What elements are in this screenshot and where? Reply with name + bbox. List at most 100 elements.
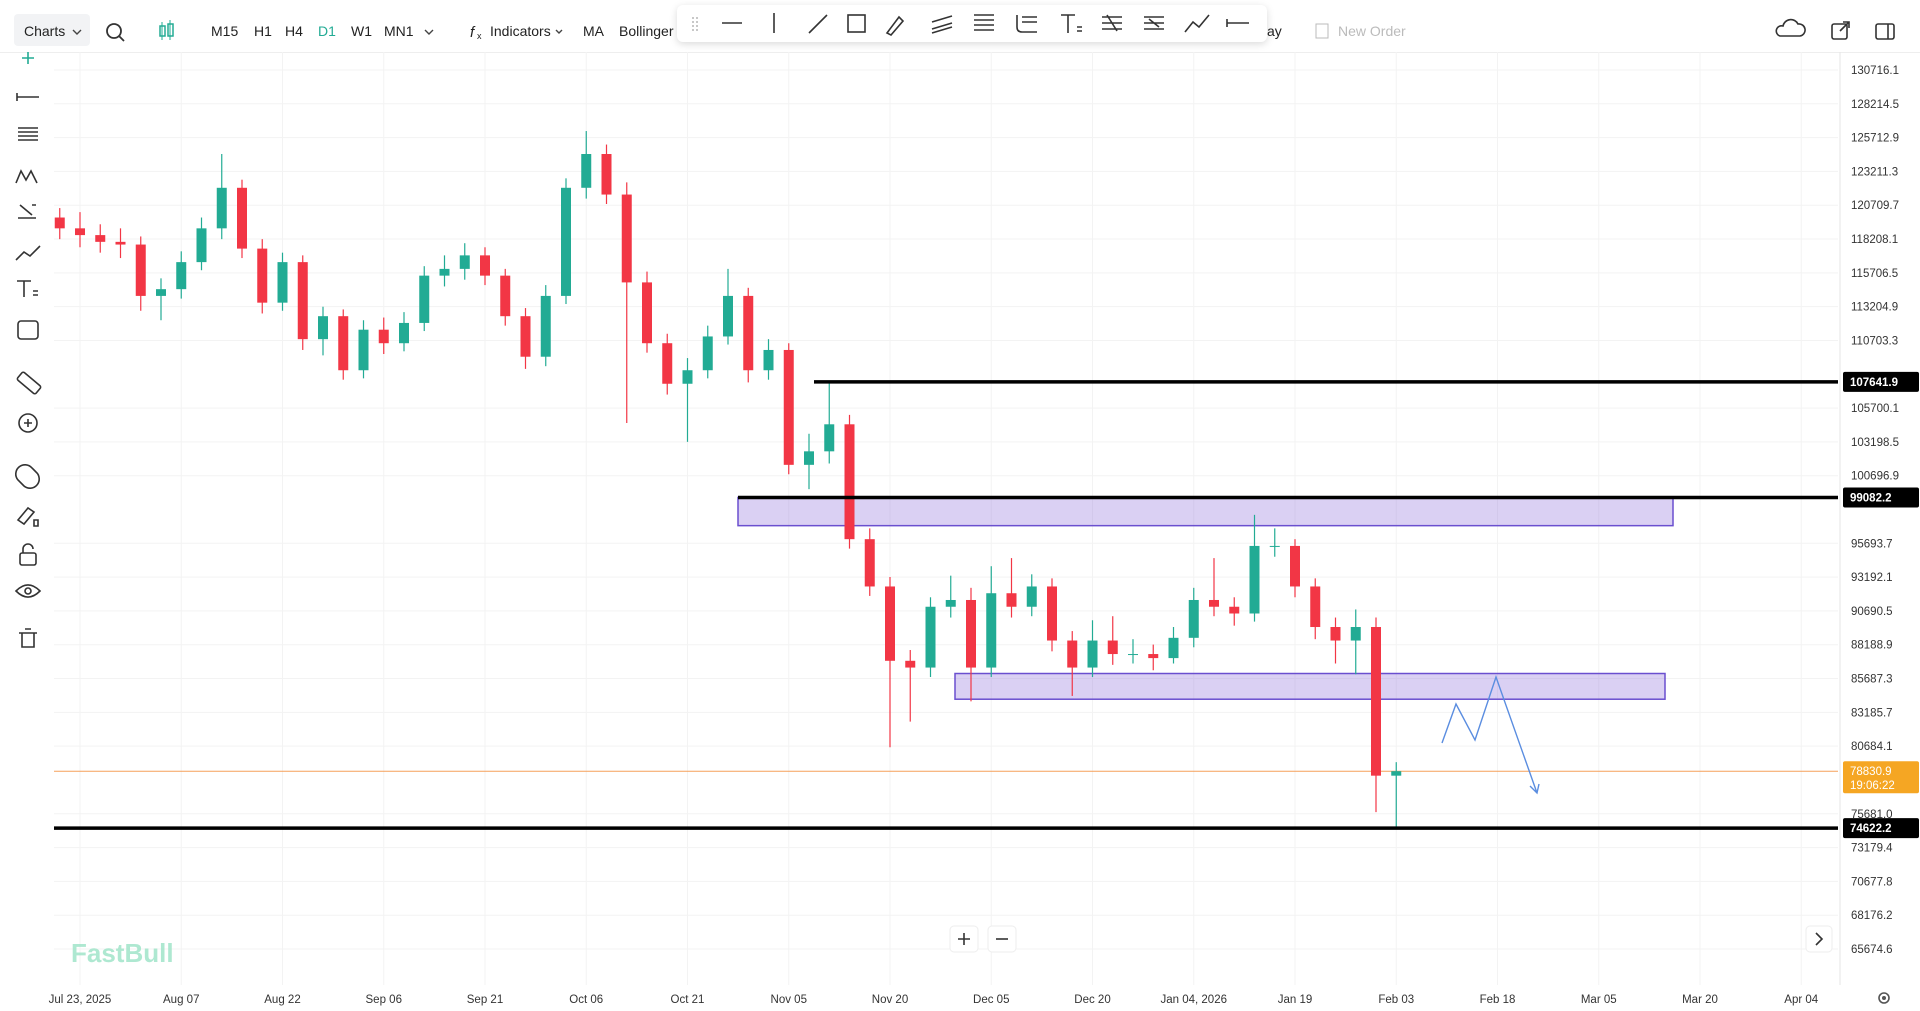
y-tick-label: 128214.5 [1851,99,1899,111]
zoom-buttons[interactable] [949,925,1017,953]
scroll-right[interactable] [1805,925,1833,953]
candle-body [1290,545,1300,587]
x-tick-label: Nov 05 [771,994,807,1006]
y-tick-label: 115706.5 [1851,268,1898,280]
y-tick-label: 100696.9 [1851,471,1899,483]
zone [954,672,1666,700]
candle-body [459,255,470,269]
candle-body [1128,654,1138,656]
y-tick-label: 65674.6 [1851,944,1893,956]
candle-body [621,194,632,283]
symbol-menu-label[interactable]: Charts [24,23,66,39]
candle-body [804,451,814,465]
y-tick-label: 73179.4 [1851,843,1893,855]
y-tick-label: 90690.5 [1851,606,1893,618]
candle-body [1188,599,1199,638]
x-tick-label: Jul 23, 2025 [49,994,112,1006]
candle-body [419,275,430,323]
candle-body [95,235,106,242]
x-tick-label: Sep 21 [467,994,503,1006]
x-tick-label: Apr 04 [1784,994,1818,1006]
candle-body [115,241,126,245]
candle-body [500,275,511,317]
candle-body [966,599,976,668]
x-tick-label: Jan 04, 2026 [1160,994,1227,1006]
candle-body [196,228,207,263]
timeframe[interactable]: D1 [318,23,336,39]
price-tag-label: 107641.9 [1850,377,1898,389]
y-tick-label: 130716.1 [1851,65,1899,77]
projection-arrow [1441,674,1540,795]
candle-body [844,424,855,540]
y-tick-label: 105700.1 [1851,403,1899,415]
timeframe[interactable]: H4 [285,23,303,39]
candle-body [581,154,592,188]
candle-body [439,268,450,276]
watermark: FastBull [71,938,174,968]
candle-body [1229,606,1240,614]
drawing-tools[interactable] [677,5,1267,42]
timeframe[interactable]: MN1 [384,23,414,39]
drawing-toolbar [677,5,1267,42]
last-price-label: 78830.9 [1850,766,1892,778]
replay-button[interactable]: ay [1267,23,1282,39]
indicators-button[interactable]: Indicators [490,23,551,39]
timeframe[interactable]: W1 [351,23,372,39]
candle-body [1209,599,1219,607]
candle-body [662,343,673,384]
candle-body [1148,654,1159,659]
x-tick-label: Mar 05 [1581,994,1617,1006]
candle-body [1168,637,1179,659]
x-tick-label: Feb 18 [1480,994,1516,1006]
candle-body [763,349,774,371]
candle-body [520,316,531,357]
candle-body [75,228,85,236]
y-tick-label: 123211.3 [1851,166,1898,178]
candle-body [1350,627,1361,641]
candle-body [885,586,895,661]
candle-body [237,187,247,249]
candle-body [1371,627,1381,776]
x-tick-label: Oct 21 [671,994,705,1006]
price-tag [1843,371,1919,392]
candle-body [824,424,835,452]
candle-body [702,336,713,371]
candle-body [399,322,409,344]
price-tag-label: 99082.2 [1850,493,1892,505]
y-tick-label: 75681.0 [1851,809,1893,821]
candle-body [176,262,187,290]
candle-body [1107,640,1118,655]
bollinger-button[interactable]: Bollinger [619,23,674,39]
y-tick-label: 103198.5 [1851,437,1899,449]
y-tick-label: 70677.8 [1851,876,1893,888]
x-tick-label: Mar 20 [1682,994,1718,1006]
timeframe[interactable]: M15 [211,23,239,39]
candle-body [257,248,268,303]
settings-icon[interactable] [1878,992,1890,1004]
candle-body [1391,771,1402,776]
y-tick-label: 125712.9 [1851,133,1899,145]
y-tick-label: 83185.7 [1851,707,1893,719]
candle-body [318,316,328,340]
candle-body [216,187,227,229]
candle-body [682,370,693,384]
new-order-button[interactable]: New Order [1338,23,1406,39]
y-tick-label: 118208.1 [1851,234,1898,246]
candle-body [925,606,936,668]
x-tick-label: Aug 22 [264,994,300,1006]
candle-body [1047,586,1057,641]
candle-body [864,539,875,587]
left-toolbar[interactable] [14,52,42,648]
ma-button[interactable]: MA [583,23,604,39]
timeframe[interactable]: H1 [254,23,272,39]
candle-body [156,289,166,296]
candle-body [480,255,490,276]
y-tick-label: 113204.9 [1851,302,1898,314]
candle-body [358,329,369,371]
x-tick-label: Feb 03 [1378,994,1414,1006]
candle-body [561,187,571,296]
y-tick-label: 120709.7 [1851,200,1899,212]
candle-body [783,349,794,465]
